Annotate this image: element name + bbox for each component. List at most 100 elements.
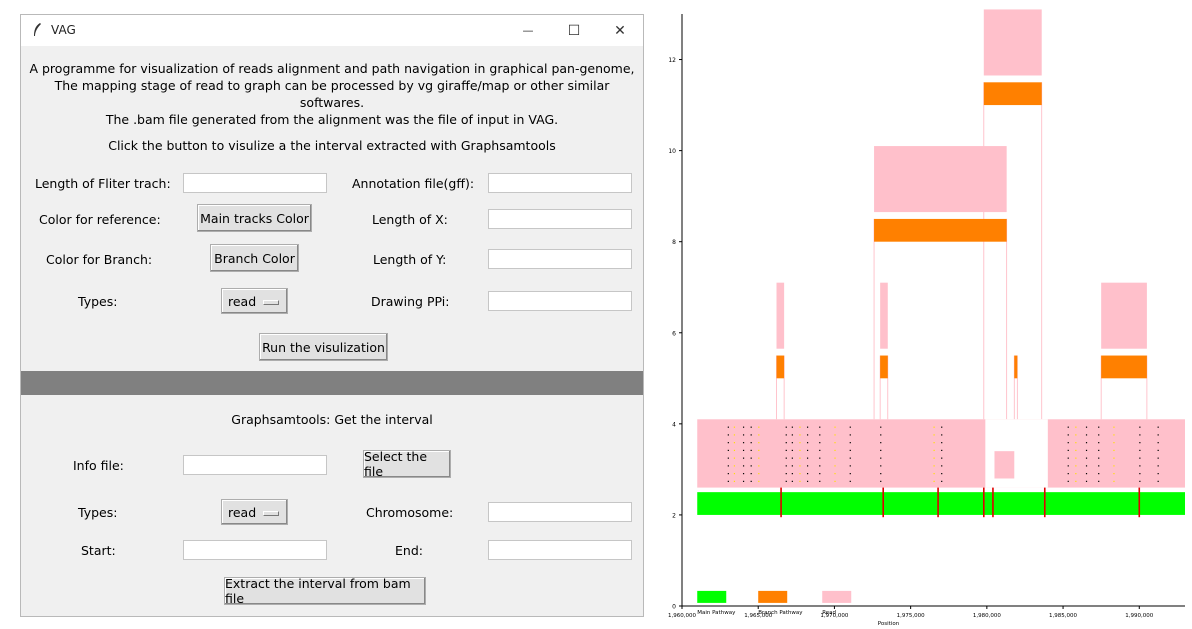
snp-dot xyxy=(880,457,882,459)
snp-dot xyxy=(733,473,736,475)
snp-dot xyxy=(733,465,736,467)
reference-color-label: Color for reference: xyxy=(39,212,161,227)
snp-dot xyxy=(819,473,821,475)
snp-dot xyxy=(791,465,793,467)
snp-dot xyxy=(1085,449,1088,452)
snp-dot xyxy=(806,426,809,428)
snp-dot xyxy=(806,457,809,459)
variant-marker xyxy=(1138,487,1141,518)
snp-dot xyxy=(750,442,752,444)
snp-dot xyxy=(1075,442,1077,444)
y-tick-label: 10 xyxy=(668,148,676,155)
snp-dot xyxy=(1157,473,1159,475)
x-axis-label: Position xyxy=(878,621,900,627)
snp-dot xyxy=(733,442,736,444)
filter-length-input[interactable] xyxy=(183,173,327,193)
info-file-input[interactable] xyxy=(183,455,327,475)
snp-dot xyxy=(834,449,836,452)
snp-dot xyxy=(1098,457,1100,459)
snp-dot xyxy=(727,426,729,428)
snp-dot xyxy=(806,473,809,475)
snp-dot xyxy=(941,434,943,436)
length-y-input[interactable] xyxy=(488,249,632,269)
drawing-ppi-input[interactable] xyxy=(488,291,632,311)
y-tick-label: 6 xyxy=(672,330,676,337)
snp-dot xyxy=(733,457,736,459)
snp-dot xyxy=(785,434,787,436)
snp-dot xyxy=(742,434,745,436)
snp-dot xyxy=(1075,449,1077,452)
types-label-bottom: Types: xyxy=(78,505,118,520)
minimize-button[interactable]: — xyxy=(522,24,534,37)
snp-dot xyxy=(727,457,729,459)
snp-dot xyxy=(727,442,729,444)
types-dropdown[interactable]: read xyxy=(221,288,288,314)
feather-icon xyxy=(34,23,41,36)
snp-dot xyxy=(819,449,821,452)
snp-dot xyxy=(758,480,760,482)
annotation-file-input[interactable] xyxy=(488,173,632,193)
legend-swatch xyxy=(822,590,852,603)
snp-dot xyxy=(733,426,736,428)
snp-dot xyxy=(880,442,882,444)
snp-dot xyxy=(785,465,787,467)
snp-dot xyxy=(791,426,793,428)
snp-dot xyxy=(785,426,787,428)
snp-dot xyxy=(933,442,935,444)
run-visualization-button[interactable]: Run the visulization xyxy=(259,333,388,361)
snp-dot xyxy=(834,465,836,467)
annotation-file-label: Annotation file(gff): xyxy=(352,176,475,191)
snp-dot xyxy=(849,434,851,436)
snp-dot xyxy=(727,449,729,452)
snp-dot xyxy=(1067,426,1069,428)
snp-dot xyxy=(758,457,760,459)
maximize-button[interactable]: ☐ xyxy=(567,22,581,39)
x-tick-label: 1,960,000 xyxy=(668,613,696,619)
snp-dot xyxy=(733,434,736,436)
legend-swatch xyxy=(758,590,788,603)
snp-dot xyxy=(727,473,729,475)
snp-dot xyxy=(742,480,745,482)
snp-dot xyxy=(750,473,752,475)
vag-window: VAG — ☐ ✕ A programme for visualization … xyxy=(20,14,644,617)
snp-dot xyxy=(1075,473,1077,475)
snp-dot xyxy=(1113,434,1115,436)
snp-dot xyxy=(941,465,943,467)
start-input[interactable] xyxy=(183,540,327,560)
length-x-input[interactable] xyxy=(488,209,632,229)
end-input[interactable] xyxy=(488,540,632,560)
drawing-ppi-label: Drawing PPi: xyxy=(371,294,450,309)
snp-dot xyxy=(785,473,787,475)
snp-dot xyxy=(1139,473,1141,475)
snp-dot xyxy=(1098,480,1100,482)
main-tracks-color-button[interactable]: Main tracks Color xyxy=(197,204,312,232)
branch-color-button[interactable]: Branch Color xyxy=(210,244,299,272)
snp-dot xyxy=(834,480,836,482)
snp-dot xyxy=(799,480,801,482)
snp-dot xyxy=(834,434,836,436)
pathway-plot: 0 2 4 6 8 10 12 1,960,000 1,965,000 1,970,000 1,97… xyxy=(668,9,1185,627)
chromosome-input[interactable] xyxy=(488,502,632,522)
extract-interval-button[interactable]: Extract the interval from bam file xyxy=(224,576,426,606)
x-tick-label: 1,985,000 xyxy=(1049,613,1077,619)
snp-dot xyxy=(849,442,851,444)
info-file-label: Info file: xyxy=(73,458,124,473)
y-tick-label: 8 xyxy=(672,239,676,246)
snp-dot xyxy=(1139,449,1141,452)
select-file-button[interactable]: Select the file xyxy=(363,449,451,479)
snp-dot xyxy=(1085,480,1088,482)
snp-dot xyxy=(1113,480,1115,482)
snp-dot xyxy=(1085,457,1088,459)
branch-pathway-block xyxy=(776,355,785,379)
snp-dot xyxy=(799,449,801,452)
snp-dot xyxy=(1113,442,1115,444)
types-dropdown-bottom[interactable]: read xyxy=(221,499,288,525)
variant-marker xyxy=(780,487,782,518)
snp-dot xyxy=(791,457,793,459)
snp-dot xyxy=(819,480,821,482)
description: A programme for visualization of reads a… xyxy=(21,60,643,128)
snp-dot xyxy=(1139,442,1141,444)
snp-dot xyxy=(806,465,809,467)
snp-dot xyxy=(1067,480,1069,482)
close-button[interactable]: ✕ xyxy=(614,22,626,39)
